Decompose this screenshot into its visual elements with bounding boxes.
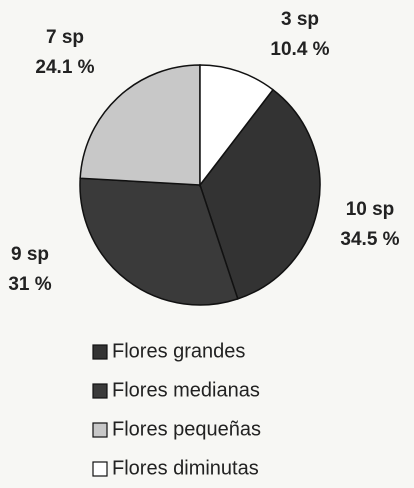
value-label: 24.1 % (35, 57, 94, 78)
count-label: 10 sp (346, 199, 395, 220)
value-label: 31 % (8, 274, 51, 295)
legend-swatch (92, 383, 108, 399)
legend-label: Flores diminutas (112, 457, 259, 479)
count-label: 7 sp (46, 27, 84, 48)
count-label: 9 sp (11, 244, 49, 265)
legend-swatch (92, 422, 108, 438)
legend-label: Flores grandes (112, 340, 245, 362)
legend-swatch (92, 461, 108, 477)
legend-label: Flores medianas (112, 379, 260, 401)
value-label: 10.4 % (270, 39, 329, 60)
pie-slice (79, 64, 201, 186)
pie-slice (199, 88, 321, 300)
pie-slice (79, 177, 239, 306)
legend-swatch (92, 344, 108, 360)
value-label: 34.5 % (340, 229, 399, 250)
legend-label: Flores pequeñas (112, 418, 261, 440)
count-label: 3 sp (281, 9, 319, 30)
pie-slice (199, 64, 275, 188)
